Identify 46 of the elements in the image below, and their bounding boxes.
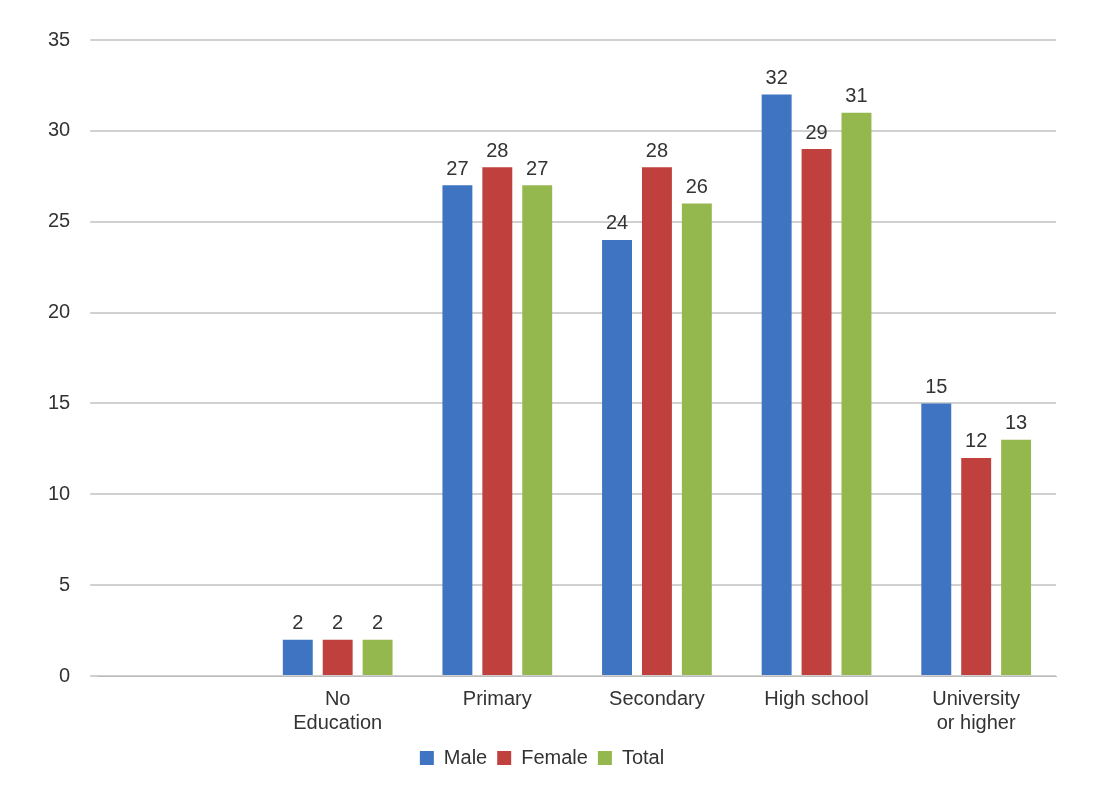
data-label: 2 xyxy=(372,611,384,634)
bar xyxy=(961,457,992,675)
legend-label: Total xyxy=(621,745,665,768)
y-tick-label: 35 xyxy=(48,27,71,50)
y-tick-label: 20 xyxy=(48,300,71,323)
bar xyxy=(442,185,473,675)
bar xyxy=(921,403,952,675)
data-label: 26 xyxy=(685,175,708,198)
y-tick-label: 25 xyxy=(48,209,71,232)
bar xyxy=(322,639,353,675)
data-label: 32 xyxy=(765,66,788,89)
x-tick-label: Primary xyxy=(462,686,532,709)
x-tick-label: Secondary xyxy=(609,686,705,709)
bar xyxy=(482,167,513,675)
x-tick-label: High school xyxy=(764,686,869,709)
y-tick-label: 0 xyxy=(59,663,71,686)
data-label: 24 xyxy=(605,211,629,234)
bar xyxy=(362,639,393,675)
bar xyxy=(522,185,553,675)
data-label: 29 xyxy=(805,120,828,143)
bar xyxy=(801,149,832,675)
data-label: 2 xyxy=(332,611,344,634)
data-label: 31 xyxy=(845,84,868,107)
legend-label: Female xyxy=(521,745,588,768)
legend-label: Male xyxy=(443,745,488,768)
bar xyxy=(641,167,672,675)
data-label: 28 xyxy=(645,138,669,161)
x-tick-label: University or higher xyxy=(932,686,1021,733)
bar xyxy=(841,112,872,675)
y-tick-label: 10 xyxy=(48,481,71,504)
bar xyxy=(761,94,792,675)
bar xyxy=(1001,439,1032,675)
data-label: 28 xyxy=(486,138,509,161)
y-tick-label: 15 xyxy=(48,390,71,413)
data-label: 13 xyxy=(1004,411,1028,434)
data-label: 27 xyxy=(526,156,549,179)
x-tick-label: No Education xyxy=(293,686,383,733)
data-label: 2 xyxy=(292,611,304,634)
data-label: 15 xyxy=(925,374,948,397)
y-tick-label: 30 xyxy=(48,118,71,141)
bar xyxy=(681,203,712,675)
bar xyxy=(602,239,632,675)
data-label: 12 xyxy=(965,429,988,452)
y-tick-label: 5 xyxy=(59,572,71,595)
bar xyxy=(282,639,313,675)
data-label: 27 xyxy=(446,156,469,179)
